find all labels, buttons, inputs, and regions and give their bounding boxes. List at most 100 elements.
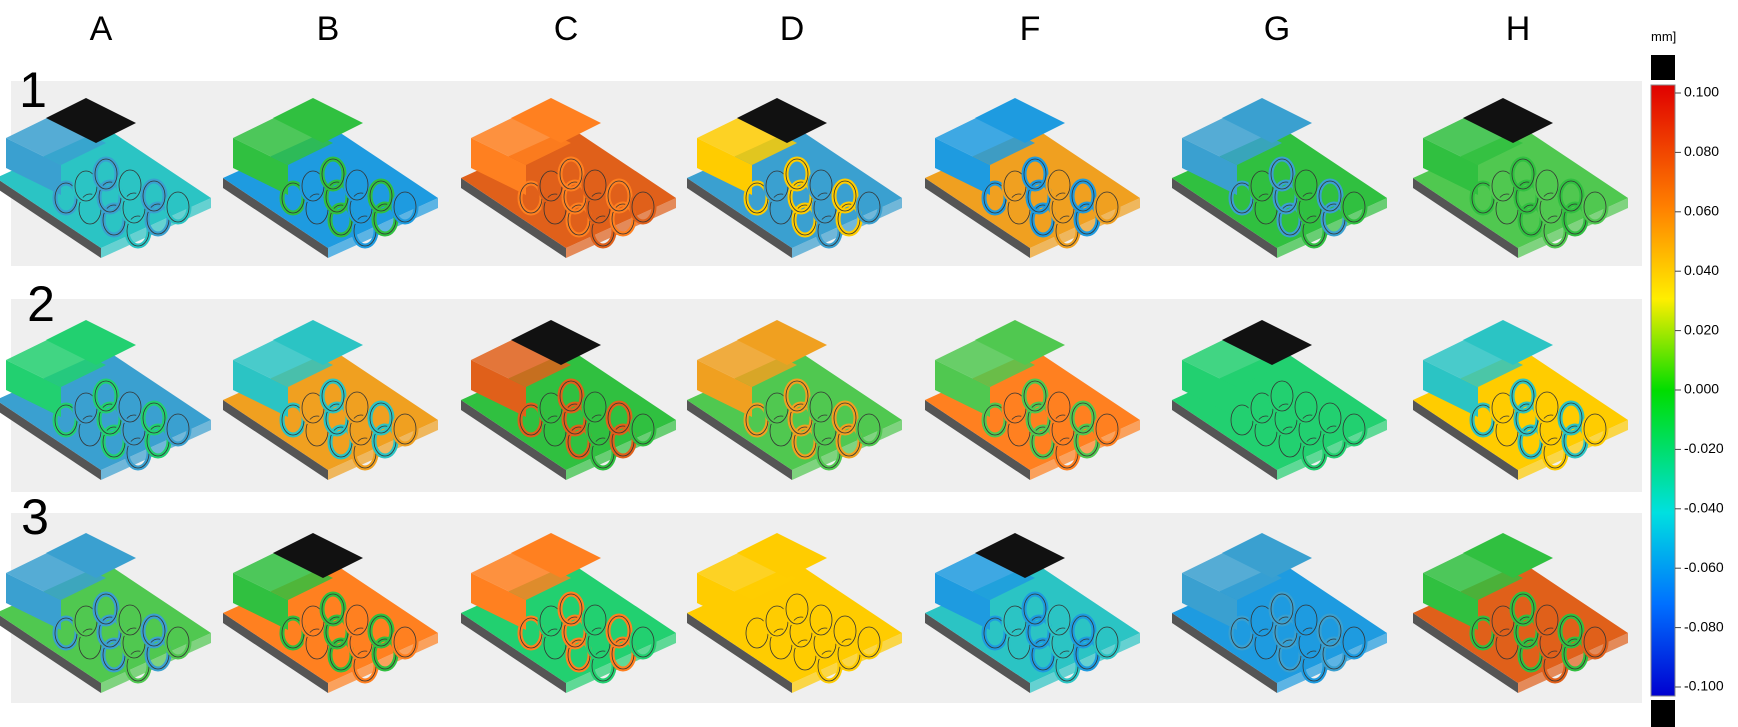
ring-edge	[1583, 191, 1607, 223]
top-box	[273, 98, 363, 143]
block-side	[471, 138, 526, 195]
ring-edge	[1023, 593, 1047, 625]
top-box	[46, 320, 136, 365]
column-label: B	[317, 10, 340, 48]
block-top	[1423, 116, 1523, 165]
ring-edge	[345, 169, 369, 201]
ring-edge	[166, 413, 190, 445]
plate-side	[1172, 613, 1277, 693]
ring-edge	[1511, 158, 1535, 190]
ring-edge	[1047, 391, 1071, 423]
ring-edge	[785, 158, 809, 190]
ring-edge	[607, 180, 631, 212]
ring-edge	[1342, 191, 1366, 223]
plate-side	[925, 613, 1030, 693]
block-side	[1182, 138, 1237, 195]
ring-edge	[142, 402, 166, 434]
render	[461, 320, 676, 480]
ring-edge	[559, 593, 583, 625]
ring-edge	[1583, 626, 1607, 658]
block-top	[6, 116, 106, 165]
colorbar-tick-label: -0.020	[1684, 440, 1724, 456]
render	[1172, 533, 1387, 693]
column-label: C	[554, 10, 579, 48]
ring-edge	[118, 604, 142, 636]
ring-edge	[118, 391, 142, 423]
ring-edge	[631, 626, 655, 658]
plate-side	[925, 400, 1030, 480]
ring-edge	[1095, 191, 1119, 223]
top-box	[511, 320, 601, 365]
block-side	[935, 360, 990, 417]
block-top	[471, 551, 571, 600]
block-side	[697, 360, 752, 417]
block-side	[6, 360, 61, 417]
block-top	[233, 116, 333, 165]
render	[1413, 98, 1628, 258]
top-box	[1222, 320, 1312, 365]
top-box	[737, 533, 827, 578]
plate-side	[1172, 400, 1277, 480]
plate-side	[687, 613, 792, 693]
render	[461, 98, 676, 258]
row-label: 1	[19, 62, 47, 118]
ring-edge	[393, 191, 417, 223]
ring-edge	[1559, 615, 1583, 647]
block-top	[471, 116, 571, 165]
ring-edge	[1071, 180, 1095, 212]
top-box	[975, 98, 1065, 143]
ring-edge	[1047, 169, 1071, 201]
render	[0, 320, 211, 480]
ring-edge	[1095, 626, 1119, 658]
colorbar	[1650, 84, 1676, 697]
top-box	[511, 98, 601, 143]
block-top	[697, 551, 797, 600]
top-box	[975, 320, 1065, 365]
colorbar-tick-label: 0.000	[1684, 381, 1719, 397]
ring-edge	[809, 604, 833, 636]
render	[223, 320, 438, 480]
ring-edge	[321, 158, 345, 190]
plate-side	[0, 180, 101, 258]
plate-side	[461, 178, 566, 258]
plate-side	[461, 400, 566, 480]
ring-edge	[833, 402, 857, 434]
ring-edge	[94, 593, 118, 625]
plate-side	[1413, 613, 1518, 693]
ring-edge	[94, 380, 118, 412]
render	[223, 533, 438, 693]
block-side	[1182, 573, 1237, 630]
ring-edge	[1559, 402, 1583, 434]
ring-edge	[1511, 380, 1535, 412]
ring-edge	[1270, 158, 1294, 190]
block-top	[233, 338, 333, 387]
ring-edge	[321, 593, 345, 625]
block-top	[1423, 338, 1523, 387]
plate-side	[925, 178, 1030, 258]
ring-edge	[1342, 626, 1366, 658]
block-side	[1182, 360, 1237, 417]
render	[1172, 98, 1387, 258]
render	[0, 533, 211, 693]
colorbar-tick-label: -0.080	[1684, 618, 1724, 634]
ring-edge	[583, 169, 607, 201]
renders	[0, 98, 1628, 693]
render	[687, 533, 902, 693]
ring-edge	[369, 402, 393, 434]
ring-edge	[857, 191, 881, 223]
ring-edge	[857, 413, 881, 445]
top-box	[975, 533, 1065, 578]
render	[687, 320, 902, 480]
ring-edge	[583, 604, 607, 636]
ring-edge	[1535, 169, 1559, 201]
top-box	[46, 98, 136, 143]
top-box	[737, 98, 827, 143]
colorbar-tick-label: -0.040	[1684, 500, 1724, 516]
block-side	[233, 360, 288, 417]
block-top	[935, 551, 1035, 600]
block-side	[233, 573, 288, 630]
ring-edge	[1535, 604, 1559, 636]
ring-edge	[369, 180, 393, 212]
ring-edge	[607, 615, 631, 647]
